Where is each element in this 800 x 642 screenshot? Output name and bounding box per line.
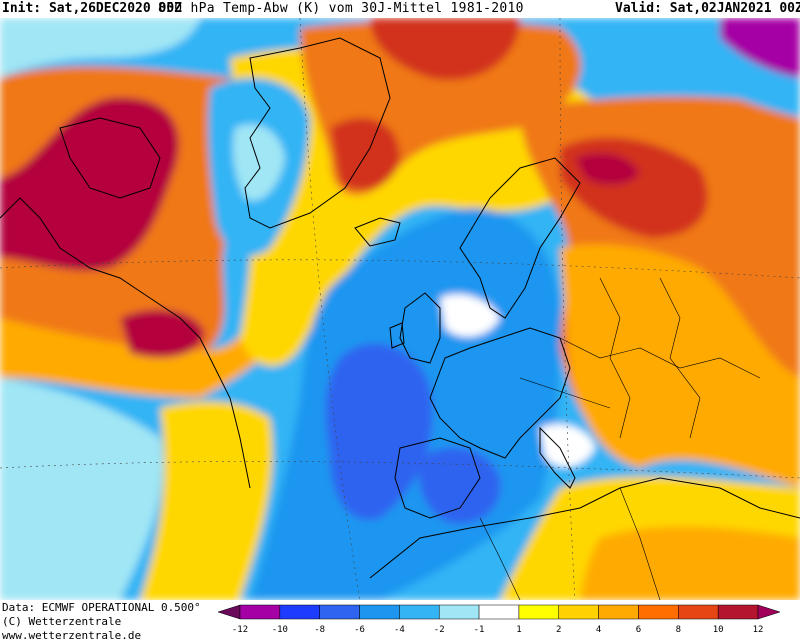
init-time-label: Init: Sat,26DEC2020 00Z bbox=[2, 1, 183, 16]
legend-swatch bbox=[438, 604, 480, 620]
warm-region-caribbean bbox=[140, 401, 273, 600]
legend-swatch bbox=[518, 604, 560, 620]
cold-core-siberia bbox=[720, 18, 800, 78]
legend-swatch bbox=[638, 604, 679, 620]
coast-british-isles bbox=[399, 292, 441, 364]
coast-iberia bbox=[394, 437, 481, 519]
legend-tick-label: 8 bbox=[676, 625, 681, 635]
border-europe-4 bbox=[519, 377, 611, 409]
warm-core-arctic bbox=[370, 18, 520, 80]
legend-swatch bbox=[678, 604, 719, 620]
warm-region-sahara bbox=[580, 526, 800, 600]
coast-ireland bbox=[389, 322, 405, 349]
border-north-africa bbox=[479, 517, 521, 600]
legend-tick-label: -10 bbox=[272, 625, 288, 635]
cold-core-iberia bbox=[418, 447, 501, 524]
anomaly-map bbox=[0, 18, 800, 600]
legend-tick-label: -2 bbox=[434, 625, 445, 635]
warm-core-canada bbox=[0, 97, 179, 271]
legend-tick-label: -1 bbox=[474, 625, 485, 635]
legend-swatch bbox=[279, 604, 320, 620]
legend-swatch bbox=[239, 604, 281, 620]
legend-swatch bbox=[478, 604, 520, 620]
legend-swatch bbox=[359, 604, 400, 620]
coast-scandinavia bbox=[459, 157, 581, 319]
coast-iceland bbox=[354, 217, 401, 247]
warm-region-eastern-europe bbox=[560, 244, 800, 488]
legend-tick-label: 1 bbox=[516, 625, 521, 635]
coast-europe-mainland bbox=[429, 327, 571, 459]
graticule-line-2 bbox=[0, 461, 800, 479]
border-sahara bbox=[619, 487, 661, 600]
warm-region-canada-outer bbox=[0, 248, 300, 398]
warm-core-greenland-east bbox=[330, 118, 400, 190]
country-borders bbox=[479, 277, 761, 600]
warm-core-kola bbox=[575, 153, 640, 185]
legend-swatch bbox=[757, 604, 780, 620]
website-label: www.wetterzentrale.de bbox=[2, 629, 142, 642]
map-canvas bbox=[0, 18, 800, 600]
near-zero-north-sea bbox=[440, 294, 500, 337]
legend-tick-label: 6 bbox=[636, 625, 641, 635]
coastlines bbox=[0, 37, 800, 579]
near-zero-central-med bbox=[540, 424, 595, 467]
coast-north-america bbox=[0, 197, 251, 489]
legend-tick-label: -12 bbox=[232, 625, 248, 635]
border-europe-1 bbox=[559, 337, 761, 379]
legend-swatch bbox=[319, 604, 360, 620]
color-legend: -12 -10 -8 -6 -4 -2 -1 1 2 4 6 8 10 12 bbox=[218, 604, 780, 635]
data-source-label: Data: ECMWF OPERATIONAL 0.500° bbox=[2, 601, 201, 614]
valid-time-label: Valid: Sat,02JAN2021 00Z bbox=[615, 1, 800, 16]
anomaly-field bbox=[0, 18, 800, 600]
legend-swatch bbox=[399, 604, 440, 620]
legend-tick-label: 4 bbox=[596, 625, 601, 635]
legend-tick-label: 10 bbox=[713, 625, 724, 635]
legend-tick-label: -4 bbox=[394, 625, 405, 635]
legend-swatch bbox=[218, 604, 241, 620]
cold-region-davis-strait bbox=[233, 124, 285, 201]
legend-swatch bbox=[598, 604, 639, 620]
copyright-label: (C) Wetterzentrale bbox=[2, 615, 122, 628]
chart-header: Init: Sat,26DEC2020 00Z 850 hPa Temp-Abw… bbox=[0, 0, 800, 18]
coast-italy bbox=[539, 426, 576, 489]
legend-tick-label: -6 bbox=[354, 625, 365, 635]
border-europe-3 bbox=[659, 277, 701, 439]
coast-hudson-bay bbox=[59, 117, 161, 199]
legend-swatch bbox=[717, 604, 759, 620]
cold-core-atlantic bbox=[325, 343, 433, 520]
cold-region-arctic-canada bbox=[0, 18, 200, 78]
legend-tick-label: 12 bbox=[753, 625, 764, 635]
chart-title: 850 hPa Temp-Abw (K) vom 30J-Mittel 1981… bbox=[158, 1, 524, 16]
legend-tick-label: 2 bbox=[556, 625, 561, 635]
legend-tick-label: -8 bbox=[314, 625, 325, 635]
graticule-line-1 bbox=[0, 259, 800, 279]
coast-north-africa bbox=[369, 477, 800, 579]
border-europe-2 bbox=[599, 277, 631, 439]
graticule bbox=[0, 18, 800, 600]
legend-swatch bbox=[558, 604, 599, 620]
graticule-line-3 bbox=[299, 18, 361, 600]
cold-region-subtropical-atlantic bbox=[0, 378, 163, 600]
graticule-line-4 bbox=[559, 18, 576, 600]
coast-greenland bbox=[244, 37, 391, 229]
